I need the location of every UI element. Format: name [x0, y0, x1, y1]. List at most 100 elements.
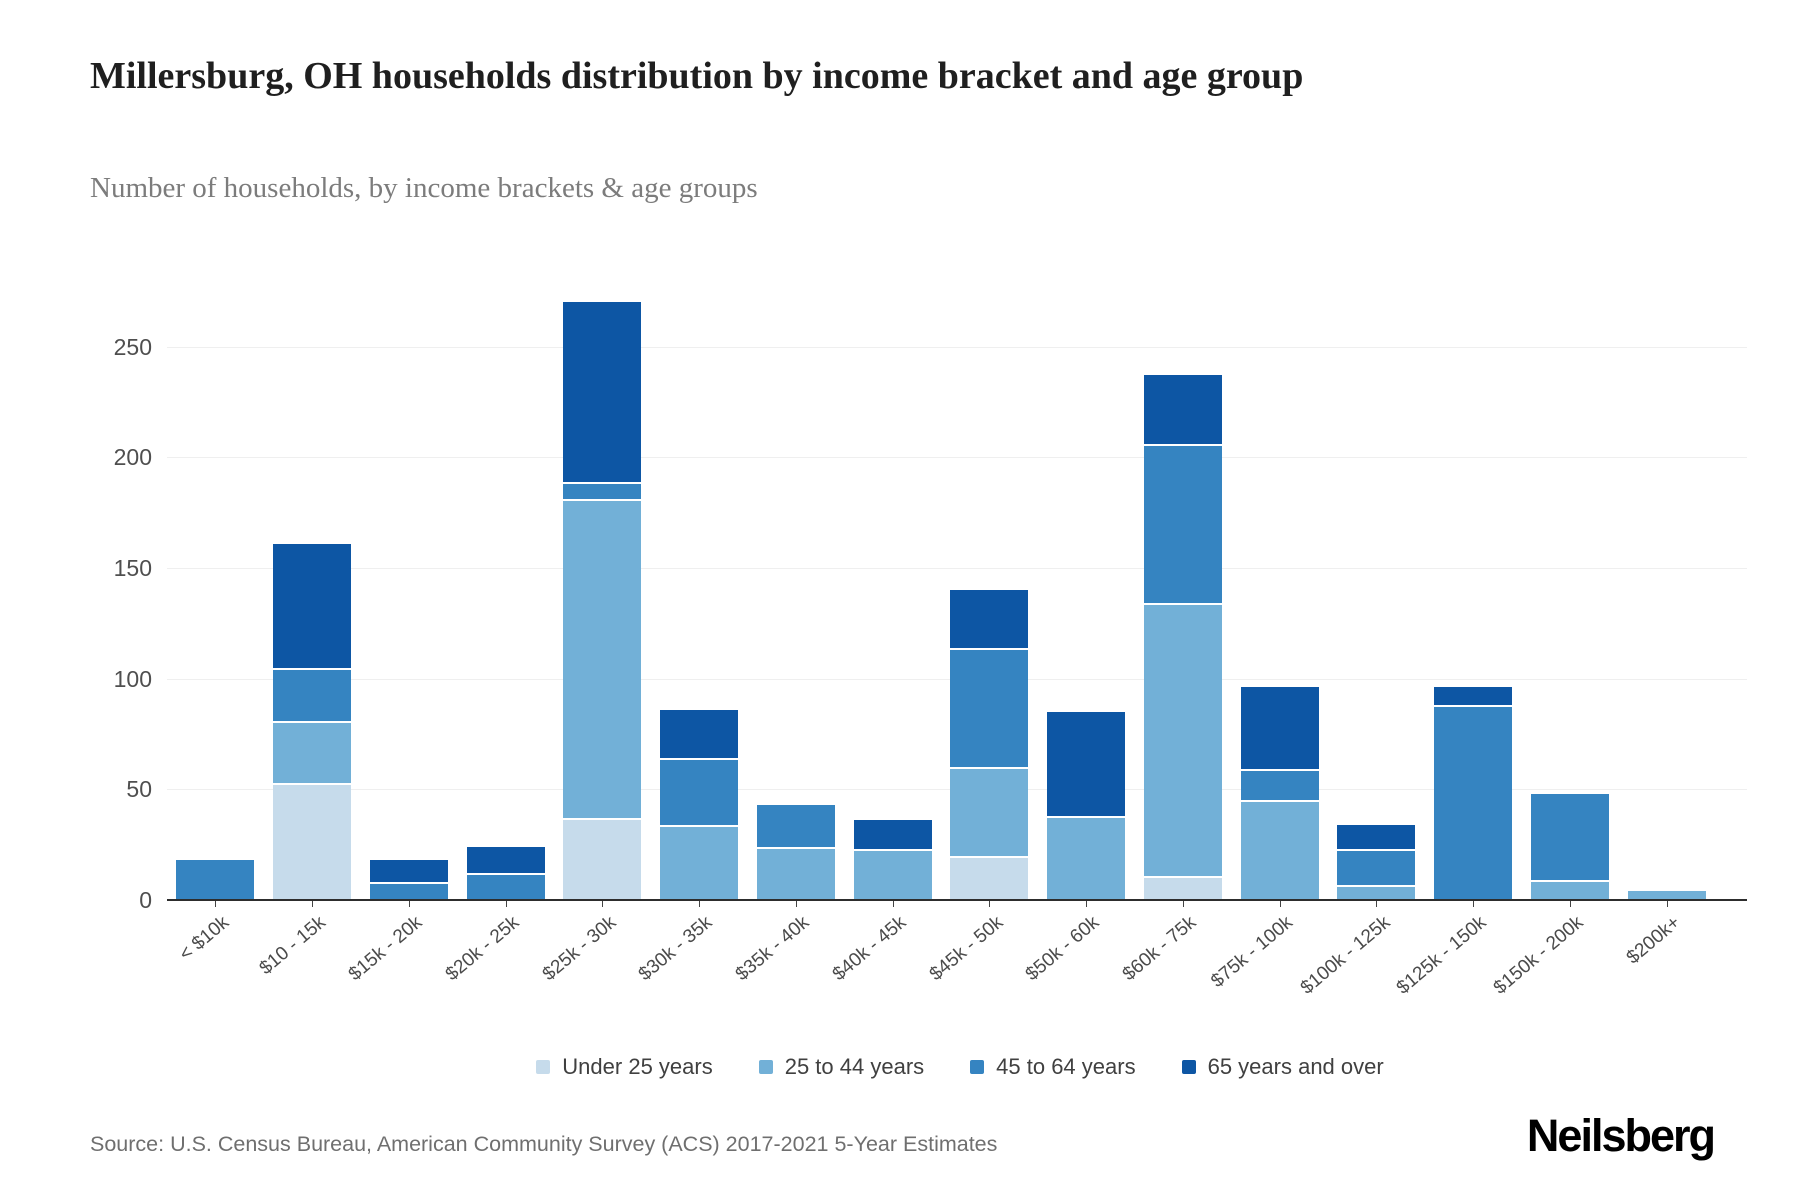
y-axis-label: 50	[126, 776, 152, 803]
bar-segment[interactable]	[853, 820, 932, 850]
bar-6	[660, 709, 739, 900]
bar-segment[interactable]	[1240, 687, 1319, 770]
legend-label: 65 years and over	[1207, 1054, 1384, 1079]
legend-item-4[interactable]: 65 years and over	[1181, 1054, 1384, 1080]
chart-legend: Under 25 years 25 to 44 years 45 to 64 yea…	[170, 1054, 1750, 1080]
legend-swatch	[970, 1060, 985, 1074]
tick-mark	[1666, 901, 1668, 907]
legend-swatch	[536, 1060, 551, 1074]
legend-item-3[interactable]: 45 to 64 years	[970, 1054, 1136, 1080]
tick-mark	[1376, 901, 1378, 907]
bar-segment[interactable]	[273, 782, 352, 900]
tick-mark	[312, 901, 314, 907]
bar-segment[interactable]	[660, 824, 739, 900]
bar-segment[interactable]	[1143, 443, 1222, 604]
bar-7	[756, 804, 835, 900]
bar-10	[1047, 711, 1126, 900]
tick-mark	[989, 901, 991, 907]
bar-segment[interactable]	[756, 846, 835, 900]
bar-segment[interactable]	[950, 855, 1029, 900]
x-axis-label: $200k+	[1437, 910, 1684, 969]
legend-swatch	[758, 1060, 773, 1074]
bar-14	[1434, 687, 1513, 900]
bar-segment[interactable]	[1530, 880, 1609, 900]
bar-segment[interactable]	[369, 882, 448, 900]
bar-segment[interactable]	[1530, 793, 1609, 881]
bar-segment[interactable]	[1627, 891, 1706, 900]
tick-mark	[892, 901, 894, 907]
bar-segment[interactable]	[660, 758, 739, 825]
bar-segment[interactable]	[1240, 800, 1319, 900]
bar-segment[interactable]	[1240, 769, 1319, 801]
bar-11	[1143, 375, 1222, 900]
bar-segment[interactable]	[1337, 824, 1416, 850]
bar-3	[369, 860, 448, 900]
bar-segment[interactable]	[466, 846, 545, 874]
bar-8	[853, 820, 932, 900]
bar-segment[interactable]	[660, 709, 739, 759]
page-subtitle: Number of households, by income brackets…	[90, 172, 758, 204]
bar-segment[interactable]	[756, 804, 835, 847]
bar-segment[interactable]	[1337, 884, 1416, 900]
tick-mark	[215, 901, 217, 907]
bar-segment[interactable]	[950, 590, 1029, 648]
y-axis-label: 0	[139, 887, 152, 913]
tick-mark	[1279, 901, 1281, 907]
bar-segment[interactable]	[369, 860, 448, 883]
tick-mark	[408, 901, 410, 907]
bar-segment[interactable]	[273, 720, 352, 783]
tick-mark	[699, 901, 701, 907]
bar-4	[466, 846, 545, 900]
bar-9	[950, 590, 1029, 900]
legend-item-2[interactable]: 25 to 44 years	[758, 1054, 924, 1080]
bar-segment[interactable]	[176, 860, 255, 900]
bar-segment[interactable]	[1047, 711, 1126, 816]
bar-segment[interactable]	[1337, 849, 1416, 885]
bar-12	[1240, 687, 1319, 900]
bar-segment[interactable]	[853, 849, 932, 900]
tick-mark	[1569, 901, 1571, 907]
legend-item-1[interactable]: Under 25 years	[536, 1054, 713, 1080]
tick-mark	[602, 901, 604, 907]
tick-mark	[1473, 901, 1475, 907]
gridline	[167, 346, 1747, 348]
legend-label: 45 to 64 years	[996, 1054, 1136, 1079]
x-axis-line	[167, 899, 1747, 901]
bar-5	[563, 302, 642, 900]
x-axis-label-text: $200k+	[1622, 912, 1685, 969]
bar-segment[interactable]	[1434, 687, 1513, 706]
bar-segment[interactable]	[950, 767, 1029, 856]
neilsberg-logo: Neilsberg	[1526, 1110, 1716, 1161]
bar-segment[interactable]	[1434, 705, 1513, 900]
tick-mark	[505, 901, 507, 907]
bar-segment[interactable]	[273, 667, 352, 721]
bar-segment[interactable]	[563, 499, 642, 819]
bar-1	[176, 860, 255, 900]
bar-segment[interactable]	[563, 302, 642, 482]
tick-mark	[795, 901, 797, 907]
y-axis-label: 150	[113, 554, 152, 581]
legend-swatch	[1181, 1060, 1196, 1074]
bar-segment[interactable]	[1143, 875, 1222, 900]
bar-segment[interactable]	[950, 647, 1029, 768]
bar-segment[interactable]	[1047, 815, 1126, 900]
bar-segment[interactable]	[1143, 603, 1222, 876]
page-title: Millersburg, OH households distribution …	[90, 55, 1304, 97]
bar-segment[interactable]	[273, 543, 352, 668]
legend-label: Under 25 years	[562, 1054, 713, 1079]
bar-15	[1530, 793, 1609, 900]
bar-segment[interactable]	[563, 818, 642, 900]
gridline	[167, 457, 1747, 459]
bar-16	[1627, 891, 1706, 900]
bar-segment[interactable]	[1143, 375, 1222, 444]
y-axis-label: 250	[113, 333, 152, 360]
bar-2	[273, 543, 352, 900]
source-attribution: Source: U.S. Census Bureau, American Com…	[90, 1132, 998, 1156]
tick-mark	[1182, 901, 1184, 907]
bar-segment[interactable]	[466, 873, 545, 900]
y-axis-label: 100	[113, 665, 152, 692]
gridline	[167, 567, 1747, 569]
bar-13	[1337, 824, 1416, 900]
bar-segment[interactable]	[563, 481, 642, 500]
